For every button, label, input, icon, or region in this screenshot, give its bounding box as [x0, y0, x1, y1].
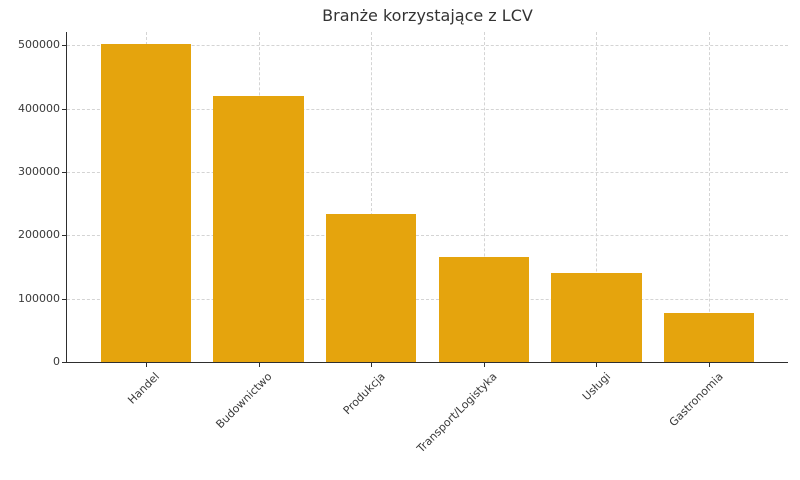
- gridline-horizontal: [67, 45, 788, 47]
- x-tick-mark: [145, 363, 147, 367]
- y-tick-mark: [62, 45, 66, 47]
- x-tick-mark: [709, 363, 711, 367]
- y-tick-mark: [62, 108, 66, 110]
- gridline-horizontal: [67, 171, 788, 173]
- bar-handel: [100, 44, 191, 362]
- gridline-horizontal: [67, 108, 788, 110]
- bar-budownictwo: [213, 95, 304, 362]
- y-tick-label: 100000: [18, 291, 60, 305]
- x-tick-label: Budownictwo: [213, 370, 275, 432]
- gridline-horizontal: [67, 298, 788, 300]
- y-tick-mark: [62, 235, 66, 237]
- y-tick-label: 0: [53, 355, 60, 368]
- gridline-horizontal: [67, 235, 788, 237]
- bar-gastronomia: [664, 312, 755, 362]
- x-tick-mark: [371, 363, 373, 367]
- x-tick-label: Transport/Logistyka: [414, 370, 501, 456]
- gridline-vertical: [709, 32, 711, 362]
- y-tick-label: 300000: [18, 164, 60, 178]
- x-tick-label: Produkcja: [340, 370, 388, 418]
- x-tick-label: Gastronomia: [666, 370, 726, 430]
- x-tick-label: Handel: [125, 370, 163, 407]
- gridline-vertical: [371, 32, 373, 362]
- x-axis-spine: [66, 362, 788, 364]
- y-axis-spine: [66, 32, 68, 363]
- y-tick-mark: [62, 362, 66, 363]
- bar-produkcja: [326, 213, 417, 362]
- gridline-vertical: [483, 32, 485, 362]
- y-tick-mark: [62, 171, 66, 173]
- bar-us-ugi: [551, 272, 642, 362]
- y-tick-label: 400000: [18, 101, 60, 115]
- y-tick-label: 500000: [18, 38, 60, 52]
- y-tick-mark: [62, 298, 66, 300]
- y-tick-label: 200000: [18, 228, 60, 242]
- chart-title: Branże korzystające z LCV: [322, 6, 533, 25]
- gridline-vertical: [596, 32, 598, 362]
- x-tick-mark: [258, 363, 260, 367]
- x-tick-mark: [596, 363, 598, 367]
- x-tick-label: Usługi: [579, 370, 613, 404]
- x-tick-mark: [483, 363, 485, 367]
- bar-transport-logistyka: [438, 257, 529, 362]
